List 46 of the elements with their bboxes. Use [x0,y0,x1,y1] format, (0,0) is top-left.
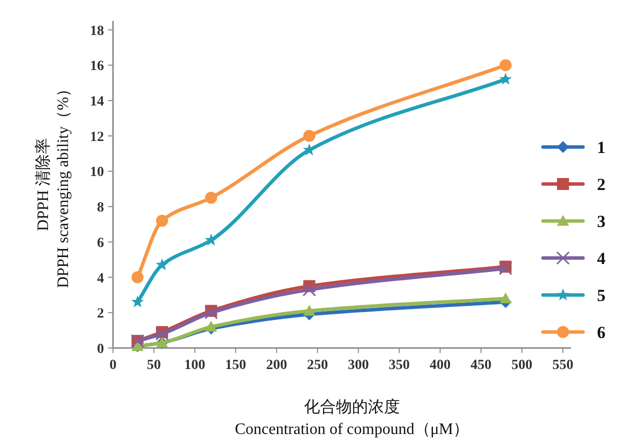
x-tick-label: 500 [511,358,532,373]
point [204,306,218,320]
x-tick-label: 450 [470,358,492,373]
y-tick-label: 8 [97,200,104,216]
x-tick-label: 400 [430,358,451,373]
legend-label: 5 [597,286,606,305]
point [131,295,144,308]
x-tick-label: 200 [266,358,288,373]
legend-label: 3 [597,212,606,231]
y-axis-title: DPPH 清除率 DPPH scavenging ability（%） [34,80,72,288]
x-tick-label: 550 [552,358,574,373]
x-axis-title: 化合物的浓度 Concentration of compound（μM） [234,398,470,438]
point [498,262,512,276]
y-tick-label: 10 [90,165,104,180]
point [499,72,512,85]
x-tick-label: 0 [110,358,116,373]
y-tick-label: 6 [97,236,104,251]
point [204,234,218,246]
y-tick-label: 4 [97,271,104,286]
point [155,327,169,341]
y-tick-label: 2 [97,306,104,322]
point [205,320,218,332]
y-tick-label: 12 [90,130,104,145]
legend-label: 6 [597,323,606,342]
point [303,130,316,142]
x-tick-label: 150 [225,358,246,373]
point [156,258,168,270]
point [302,282,316,296]
legend-label: 1 [597,138,606,157]
y-tick-label: 0 [97,342,104,357]
point [303,304,316,316]
y-tick-label: 16 [90,59,104,74]
legend-label: 4 [597,249,606,268]
point [205,192,218,204]
point [132,271,144,284]
legend-label: 2 [597,175,606,194]
x-tick-label: 50 [146,358,161,373]
point [156,214,168,227]
point [500,59,512,72]
x-tick-label: 300 [348,358,369,373]
y-tick-label: 14 [90,94,104,110]
x-tick-label: 250 [306,358,328,373]
x-tick-label: 100 [184,358,206,373]
y-tick-label: 18 [90,24,104,39]
x-tick-label: 350 [388,358,410,373]
point [500,292,512,304]
